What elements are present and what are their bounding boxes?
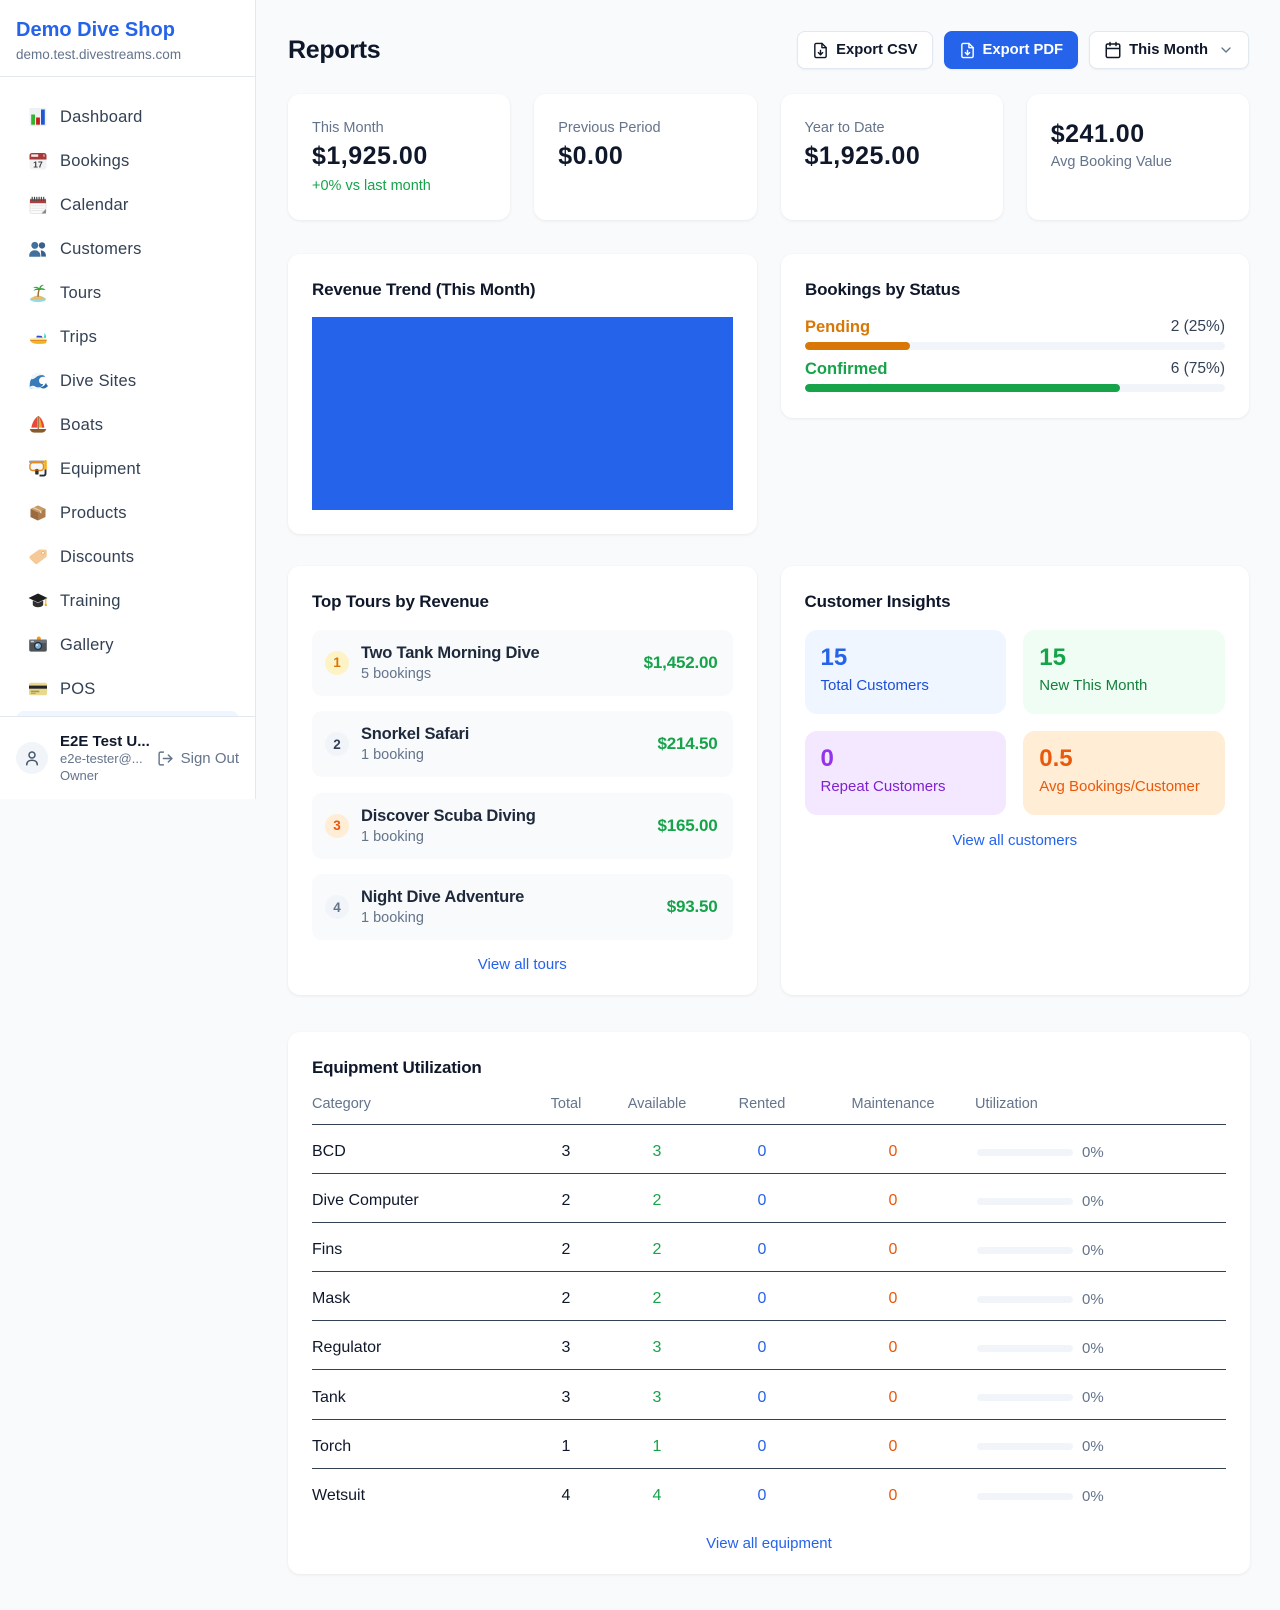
svg-text:17: 17	[33, 159, 43, 169]
